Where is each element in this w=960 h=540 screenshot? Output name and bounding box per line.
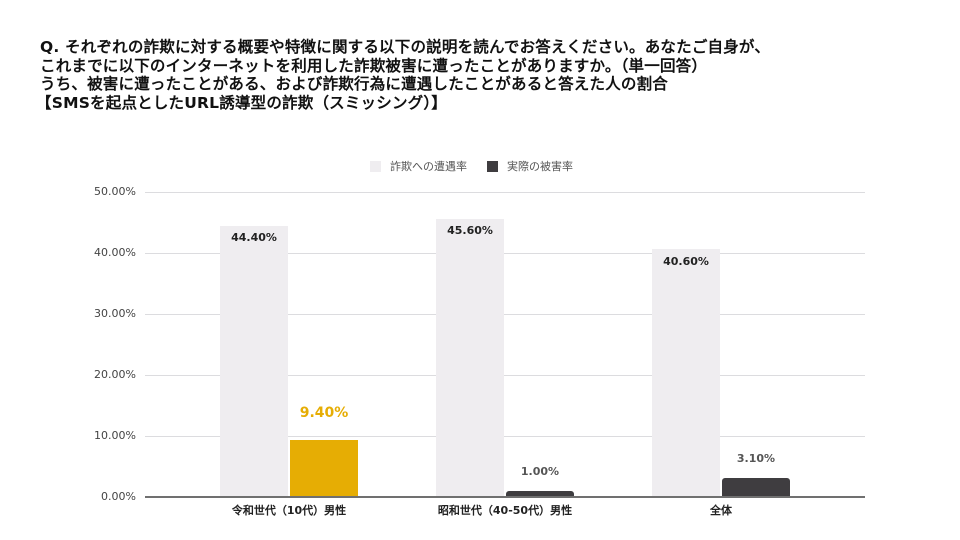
title-line-1: Q. それぞれの詐欺に対する概要や特徴に関する以下の説明を読んでお答えください。… xyxy=(40,38,771,56)
y-tick-30: 30.00% xyxy=(94,307,136,320)
plot-area xyxy=(145,192,865,498)
y-tick-0: 0.00% xyxy=(101,490,136,503)
x-label-g2: 昭和世代（40-50代）男性 xyxy=(437,504,573,517)
value-label-g2-damage: 1.00% xyxy=(520,465,560,478)
value-label-g1-damage: 9.40% xyxy=(299,405,349,421)
x-label-g1: 令和世代（10代）男性 xyxy=(231,504,347,517)
bar-g2-encounter xyxy=(436,219,504,497)
value-label-g3-damage: 3.10% xyxy=(736,452,776,465)
legend-swatch-damage xyxy=(487,160,498,172)
gridline-50 xyxy=(145,192,865,193)
y-tick-10: 10.00% xyxy=(94,429,136,442)
x-label-g3: 全体 xyxy=(710,504,732,517)
legend-item-damage: 実際の被害率 xyxy=(487,158,573,174)
title-line-2: これまでに以下のインターネットを利用した詐欺被害に遭ったことがありますか。（単一… xyxy=(40,56,708,75)
gridline-30 xyxy=(145,314,865,315)
bar-g2-damage xyxy=(506,491,574,497)
question-title: Q. それぞれの詐欺に対する概要や特徴に関する以下の説明を読んでお答えください。… xyxy=(36,38,940,112)
gridline-40 xyxy=(145,253,865,254)
chart-legend: 詐欺への遭遇率 実際の被害率 xyxy=(370,157,593,175)
legend-label-damage: 実際の被害率 xyxy=(507,160,573,173)
y-tick-20: 20.00% xyxy=(94,368,136,381)
value-label-g1-encounter: 44.40% xyxy=(231,231,277,244)
x-axis-line xyxy=(145,496,865,498)
title-line-3: うち、被害に遭ったことがある、および詐欺行為に遭遇したことがあると答えた人の割合 xyxy=(40,75,669,93)
legend-swatch-encounter xyxy=(370,160,381,172)
legend-item-encounter: 詐欺への遭遇率 xyxy=(370,158,467,174)
bar-g1-encounter xyxy=(220,226,288,497)
title-line-4: 【SMSを起点としたURL誘導型の詐欺（スミッシング）】 xyxy=(36,93,448,112)
bar-g3-encounter xyxy=(652,249,720,497)
y-tick-50: 50.00% xyxy=(94,185,136,198)
value-label-g3-encounter: 40.60% xyxy=(663,255,709,268)
gridline-20 xyxy=(145,375,865,376)
value-label-g2-encounter: 45.60% xyxy=(447,224,493,237)
bar-g3-damage xyxy=(722,478,790,497)
gridline-10 xyxy=(145,436,865,437)
bar-g1-damage xyxy=(290,440,358,497)
y-tick-40: 40.00% xyxy=(94,246,136,259)
legend-label-encounter: 詐欺への遭遇率 xyxy=(390,160,467,173)
